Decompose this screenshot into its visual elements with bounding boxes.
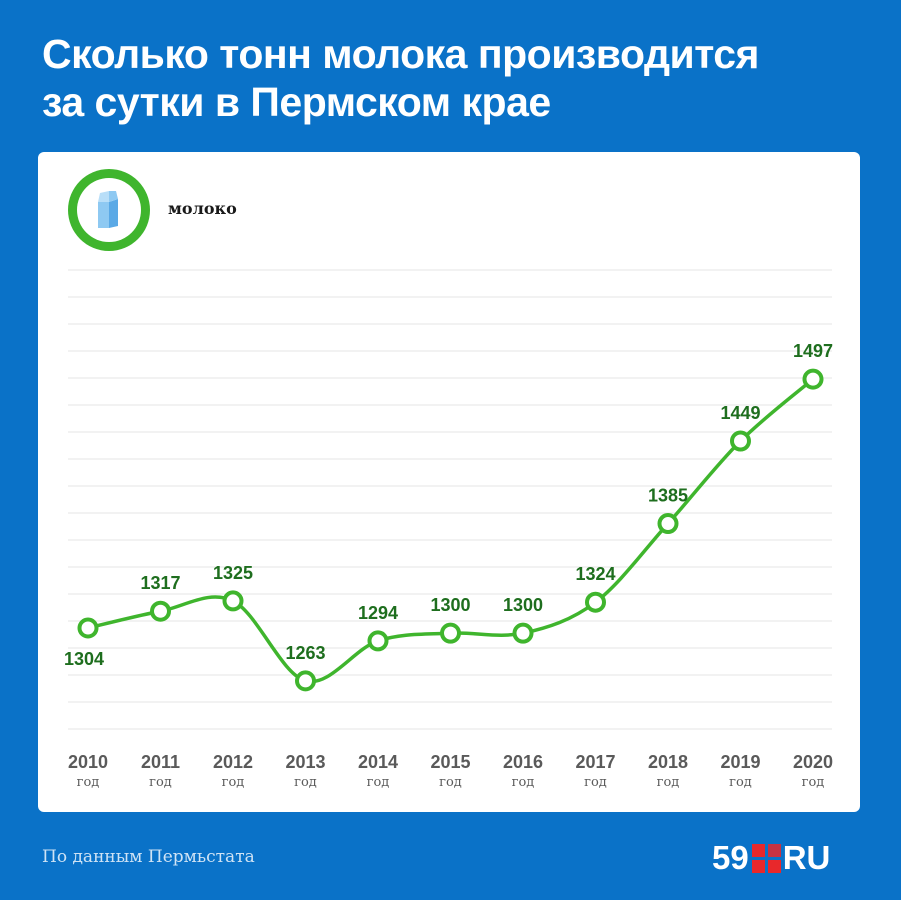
x-tick-label: 2017	[575, 752, 615, 772]
data-label: 1263	[285, 643, 325, 663]
data-point	[440, 622, 461, 644]
data-label: 1324	[575, 564, 615, 584]
x-tick-label: 2018	[648, 752, 688, 772]
source-note: По данным Пермьстата	[42, 847, 255, 867]
x-tick-suffix: год	[222, 775, 245, 790]
x-tick-label: 2014	[358, 752, 398, 772]
x-tick-label: 2020	[793, 752, 833, 772]
title-line-2: за сутки в Пермском крае	[42, 79, 551, 125]
milk-carton-icon	[68, 169, 150, 251]
x-tick-suffix: год	[77, 775, 100, 790]
data-label: 1317	[140, 573, 180, 593]
chart-title: Сколько тонн молока производится за сутк…	[42, 30, 862, 126]
x-tick-suffix: год	[584, 775, 607, 790]
x-tick-suffix: год	[367, 775, 390, 790]
data-point	[77, 617, 99, 639]
data-label: 1325	[213, 563, 253, 583]
x-tick-suffix: год	[512, 775, 535, 790]
data-point	[367, 630, 389, 652]
x-tick-label: 2016	[503, 752, 543, 772]
data-point	[512, 622, 534, 644]
site-logo: 59 RU	[712, 838, 830, 878]
x-tick-suffix: год	[802, 775, 825, 790]
data-label: 1300	[430, 595, 470, 615]
data-point	[295, 670, 316, 692]
x-tick-label: 2012	[213, 752, 253, 772]
x-tick-suffix: год	[149, 775, 172, 790]
data-point	[730, 430, 751, 452]
logo-squares	[751, 843, 781, 873]
title-line-1: Сколько тонн молока производится	[42, 31, 759, 77]
data-label: 1449	[720, 403, 760, 423]
x-tick-suffix: год	[439, 775, 462, 790]
x-tick-suffix: год	[657, 775, 680, 790]
x-tick-suffix: год	[729, 775, 752, 790]
data-point	[150, 600, 171, 622]
x-tick-label: 2011	[141, 752, 180, 772]
data-point	[657, 513, 679, 535]
gridlines	[68, 269, 832, 730]
data-point	[222, 590, 244, 612]
x-tick-label: 2015	[430, 752, 470, 772]
data-label: 1385	[648, 486, 688, 506]
data-label: 1300	[503, 595, 543, 615]
logo-number: 59	[712, 839, 749, 876]
x-tick-label: 2010	[68, 752, 108, 772]
data-label: 1304	[64, 649, 104, 669]
x-tick-label: 2013	[285, 752, 325, 772]
data-point	[802, 368, 824, 390]
logo-text: RU	[782, 839, 831, 876]
data-label: 1497	[793, 341, 833, 361]
data-label: 1294	[358, 603, 398, 623]
data-point	[585, 591, 606, 613]
x-tick-suffix: год	[294, 775, 317, 790]
x-tick-label: 2019	[720, 752, 760, 772]
legend-label: молоко	[168, 199, 237, 218]
